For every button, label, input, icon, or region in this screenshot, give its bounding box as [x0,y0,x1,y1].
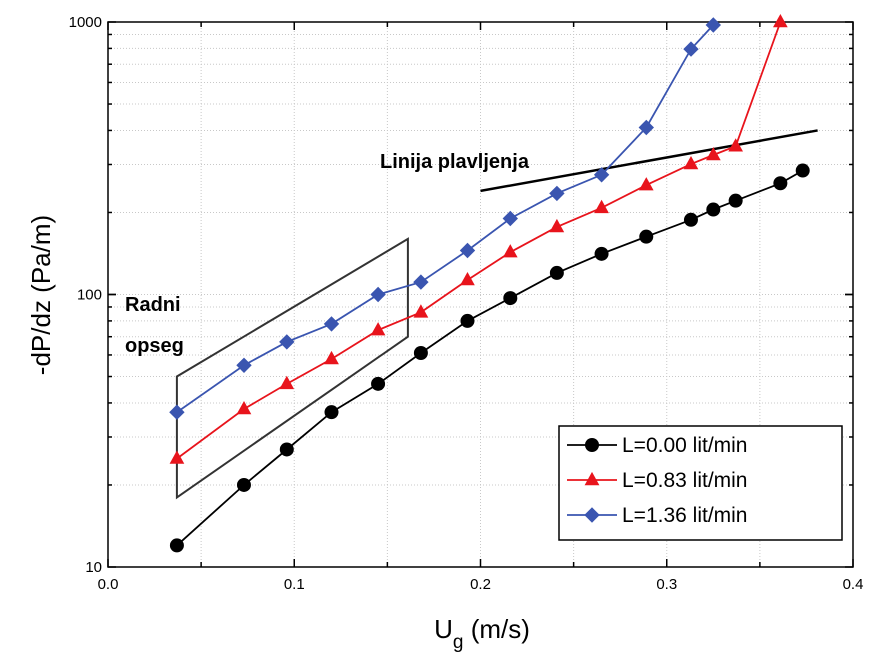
legend-marker [584,471,600,486]
annotation-flooding-line: Linija plavljenja [380,151,530,173]
data-point [705,17,721,33]
data-point [549,185,565,202]
legend-label: L=1.36 lit/min [622,504,748,527]
data-point [370,286,386,303]
y-tick-label: 10 [85,559,102,576]
x-tick-label: 0.2 [470,576,491,593]
axis-ticks [107,21,854,568]
tick-labels: 0.0 0.1 0.2 0.3 0.4 10 100 1000 [69,14,864,593]
y-axis-label: -dP/dz (Pa/m) [26,215,56,375]
data-point [503,291,518,306]
x-axis-label-unit: (m/s) [463,614,529,644]
data-point [502,244,518,258]
x-axis-label-u: U [434,614,453,644]
data-point [323,316,340,332]
series-line [176,21,782,460]
data-point [236,477,251,492]
series-0 [169,163,810,553]
series-layer [169,14,810,553]
data-point [279,442,294,457]
data-point [549,265,564,280]
series-1 [169,14,788,464]
data-point [279,334,295,350]
data-point [279,375,295,390]
data-point [324,405,339,420]
annotation-radni: Radni [125,294,181,316]
data-point [593,167,610,183]
y-tick-label: 100 [77,287,102,304]
data-point [728,138,743,152]
y-tick-label: 1000 [69,14,102,31]
data-point [169,450,185,464]
operating-region-box [175,237,409,500]
data-point [413,345,428,360]
data-point [683,156,699,170]
x-axis-label: Ug (m/s) [434,614,530,653]
data-point [236,401,252,415]
annotation-opseg: opseg [125,335,184,357]
data-point [413,274,429,290]
legend-label: L=0.00 lit/min [622,434,748,457]
series-2 [169,17,721,420]
data-point [706,147,721,161]
data-point [169,538,184,553]
x-tick-label: 0.1 [284,576,305,593]
legend-marker [584,507,600,523]
x-tick-label: 0.4 [843,576,864,593]
data-point [773,176,788,191]
data-point [639,229,654,244]
data-point [460,313,475,328]
data-point [502,210,518,227]
data-point [371,376,386,391]
data-point [370,322,386,336]
data-point [683,41,699,57]
data-point [413,304,429,318]
grid [108,22,854,567]
data-point [638,119,654,136]
data-point [638,177,654,191]
legend: L=0.00 lit/min L=0.83 lit/min L=1.36 lit/m… [558,425,843,541]
legend-marker [585,438,599,452]
x-tick-label: 0.3 [656,576,677,593]
series-line [176,24,714,413]
data-point [236,357,252,373]
data-point [594,199,609,214]
data-point [728,193,743,208]
data-point [460,272,475,286]
data-point [169,404,185,420]
legend-label: L=0.83 lit/min [622,469,748,492]
data-point [594,246,609,261]
data-point [683,212,698,227]
data-point [773,14,788,28]
flooding-line [480,129,818,193]
data-point [459,242,476,259]
data-point [795,163,810,178]
data-point [706,202,721,217]
x-axis-label-subscript: g [453,632,464,653]
data-point [324,350,339,365]
data-point [549,218,565,233]
x-tick-label: 0.0 [98,576,119,593]
series-line [176,169,804,547]
